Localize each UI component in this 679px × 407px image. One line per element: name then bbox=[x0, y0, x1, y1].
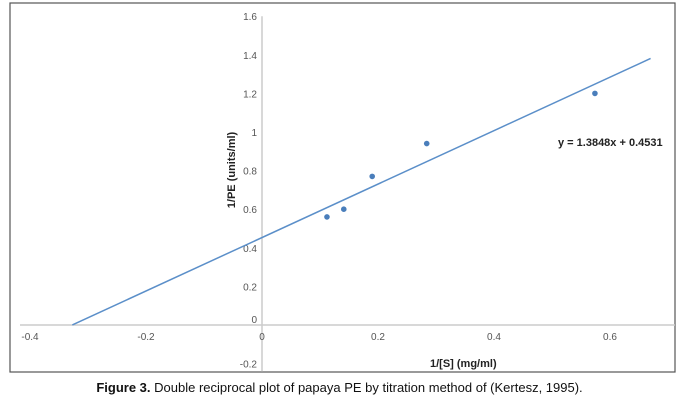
x-tick-label: -0.2 bbox=[137, 332, 155, 343]
data-point bbox=[340, 206, 347, 212]
data-point bbox=[592, 90, 598, 97]
x-axis-label: 1/[S] (mg/ml) bbox=[430, 358, 497, 370]
x-tick-label: 0.4 bbox=[487, 332, 501, 343]
x-tick-label: 0.6 bbox=[603, 332, 617, 343]
chart-frame bbox=[9, 2, 676, 373]
y-tick-label: 1.4 bbox=[243, 51, 257, 62]
data-point bbox=[423, 140, 430, 147]
y-tick-label: 0 bbox=[251, 315, 257, 326]
caption-prefix: Figure 3. bbox=[96, 380, 151, 395]
x-tick-label: 0 bbox=[259, 332, 265, 343]
trendline bbox=[72, 57, 651, 326]
y-tick-label: 0.8 bbox=[243, 167, 257, 178]
x-tick-label: 0.2 bbox=[371, 332, 385, 343]
y-tick-label: 1.6 bbox=[243, 12, 257, 23]
y-tick-label: -0.2 bbox=[240, 360, 258, 371]
y-tick-label: 0.4 bbox=[243, 244, 257, 255]
y-tick-label: 1.2 bbox=[243, 89, 257, 100]
x-tick-label: -0.4 bbox=[21, 332, 39, 343]
trendline-equation: y = 1.3848x + 0.4531 bbox=[558, 137, 663, 149]
data-point bbox=[324, 214, 330, 220]
figure-caption: Figure 3. Double reciprocal plot of papa… bbox=[0, 380, 679, 395]
caption-text: Double reciprocal plot of papaya PE by t… bbox=[150, 380, 583, 395]
y-axis-label: 1/PE (units/ml) bbox=[226, 131, 238, 208]
y-tick-label: 0.6 bbox=[243, 205, 257, 216]
y-tick-label: 1 bbox=[251, 128, 257, 139]
data-point bbox=[369, 173, 376, 180]
chart: -0.4 -0.2 0 0.2 0.4 0.6 -0.2 0 0.2 0.4 0.6 0.8 1 1.2 1… bbox=[9, 2, 676, 373]
y-tick-label: 0.2 bbox=[243, 282, 257, 293]
